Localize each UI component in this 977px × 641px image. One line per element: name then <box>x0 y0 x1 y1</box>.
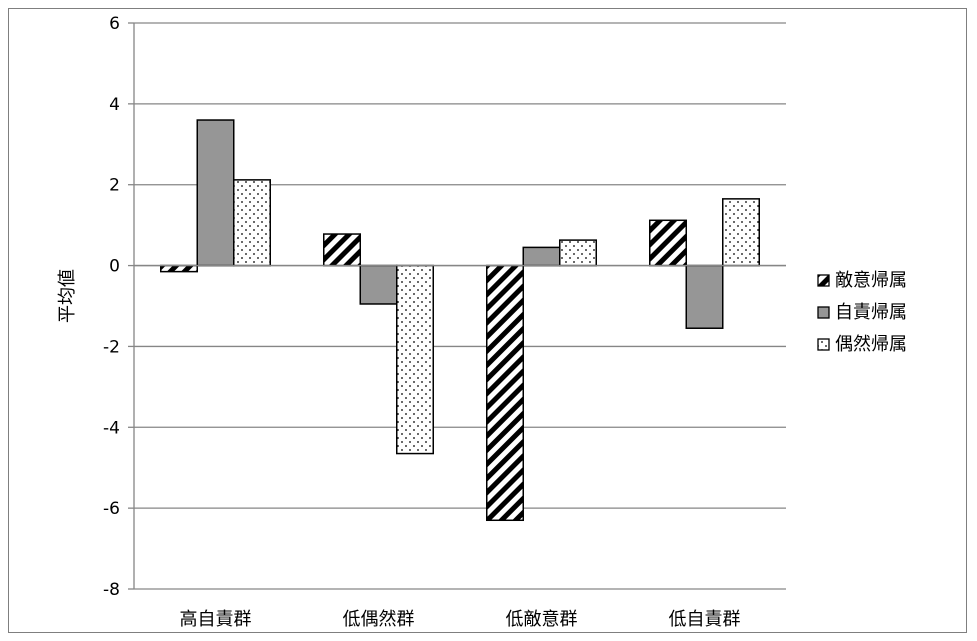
legend-label: 敵意帰属 <box>835 270 907 291</box>
y-tick-label: 2 <box>109 176 120 196</box>
bar <box>559 239 597 267</box>
legend-label: 偶然帰属 <box>835 334 907 355</box>
legend-swatch <box>817 338 830 351</box>
bar <box>233 179 271 267</box>
y-tick-label: -2 <box>103 337 120 357</box>
bar <box>359 264 398 305</box>
bar <box>722 198 760 267</box>
y-axis-label: 平均値 <box>57 269 78 323</box>
bar <box>160 264 198 273</box>
x-category-label: 低偶然群 <box>343 609 415 630</box>
x-axis-categories: 高自責群 低偶然群 低敵意群 低自責群 <box>180 609 741 630</box>
y-tick-label: -6 <box>103 499 120 519</box>
y-tick-label: -8 <box>103 580 120 600</box>
x-category-label: 高自責群 <box>180 609 252 630</box>
x-category-label: 低敵意群 <box>506 609 578 630</box>
bar <box>685 264 724 329</box>
bar <box>649 219 687 267</box>
y-tick-label: 6 <box>109 14 120 34</box>
x-category-label: 低自責群 <box>669 609 741 630</box>
y-tick-label: -4 <box>103 418 120 438</box>
bar <box>396 264 434 455</box>
bar <box>486 264 524 522</box>
y-tick-label: 4 <box>109 95 120 115</box>
y-axis-ticks: -8 -6 -4 -2 0 2 4 6 <box>103 14 120 600</box>
legend-swatch <box>817 274 830 287</box>
bar <box>196 119 235 267</box>
y-tick-label: 0 <box>109 257 120 277</box>
bars <box>160 119 760 522</box>
legend-label: 自責帰属 <box>835 302 907 323</box>
bar <box>323 233 361 267</box>
bar <box>522 246 561 267</box>
legend-swatch <box>817 306 830 319</box>
